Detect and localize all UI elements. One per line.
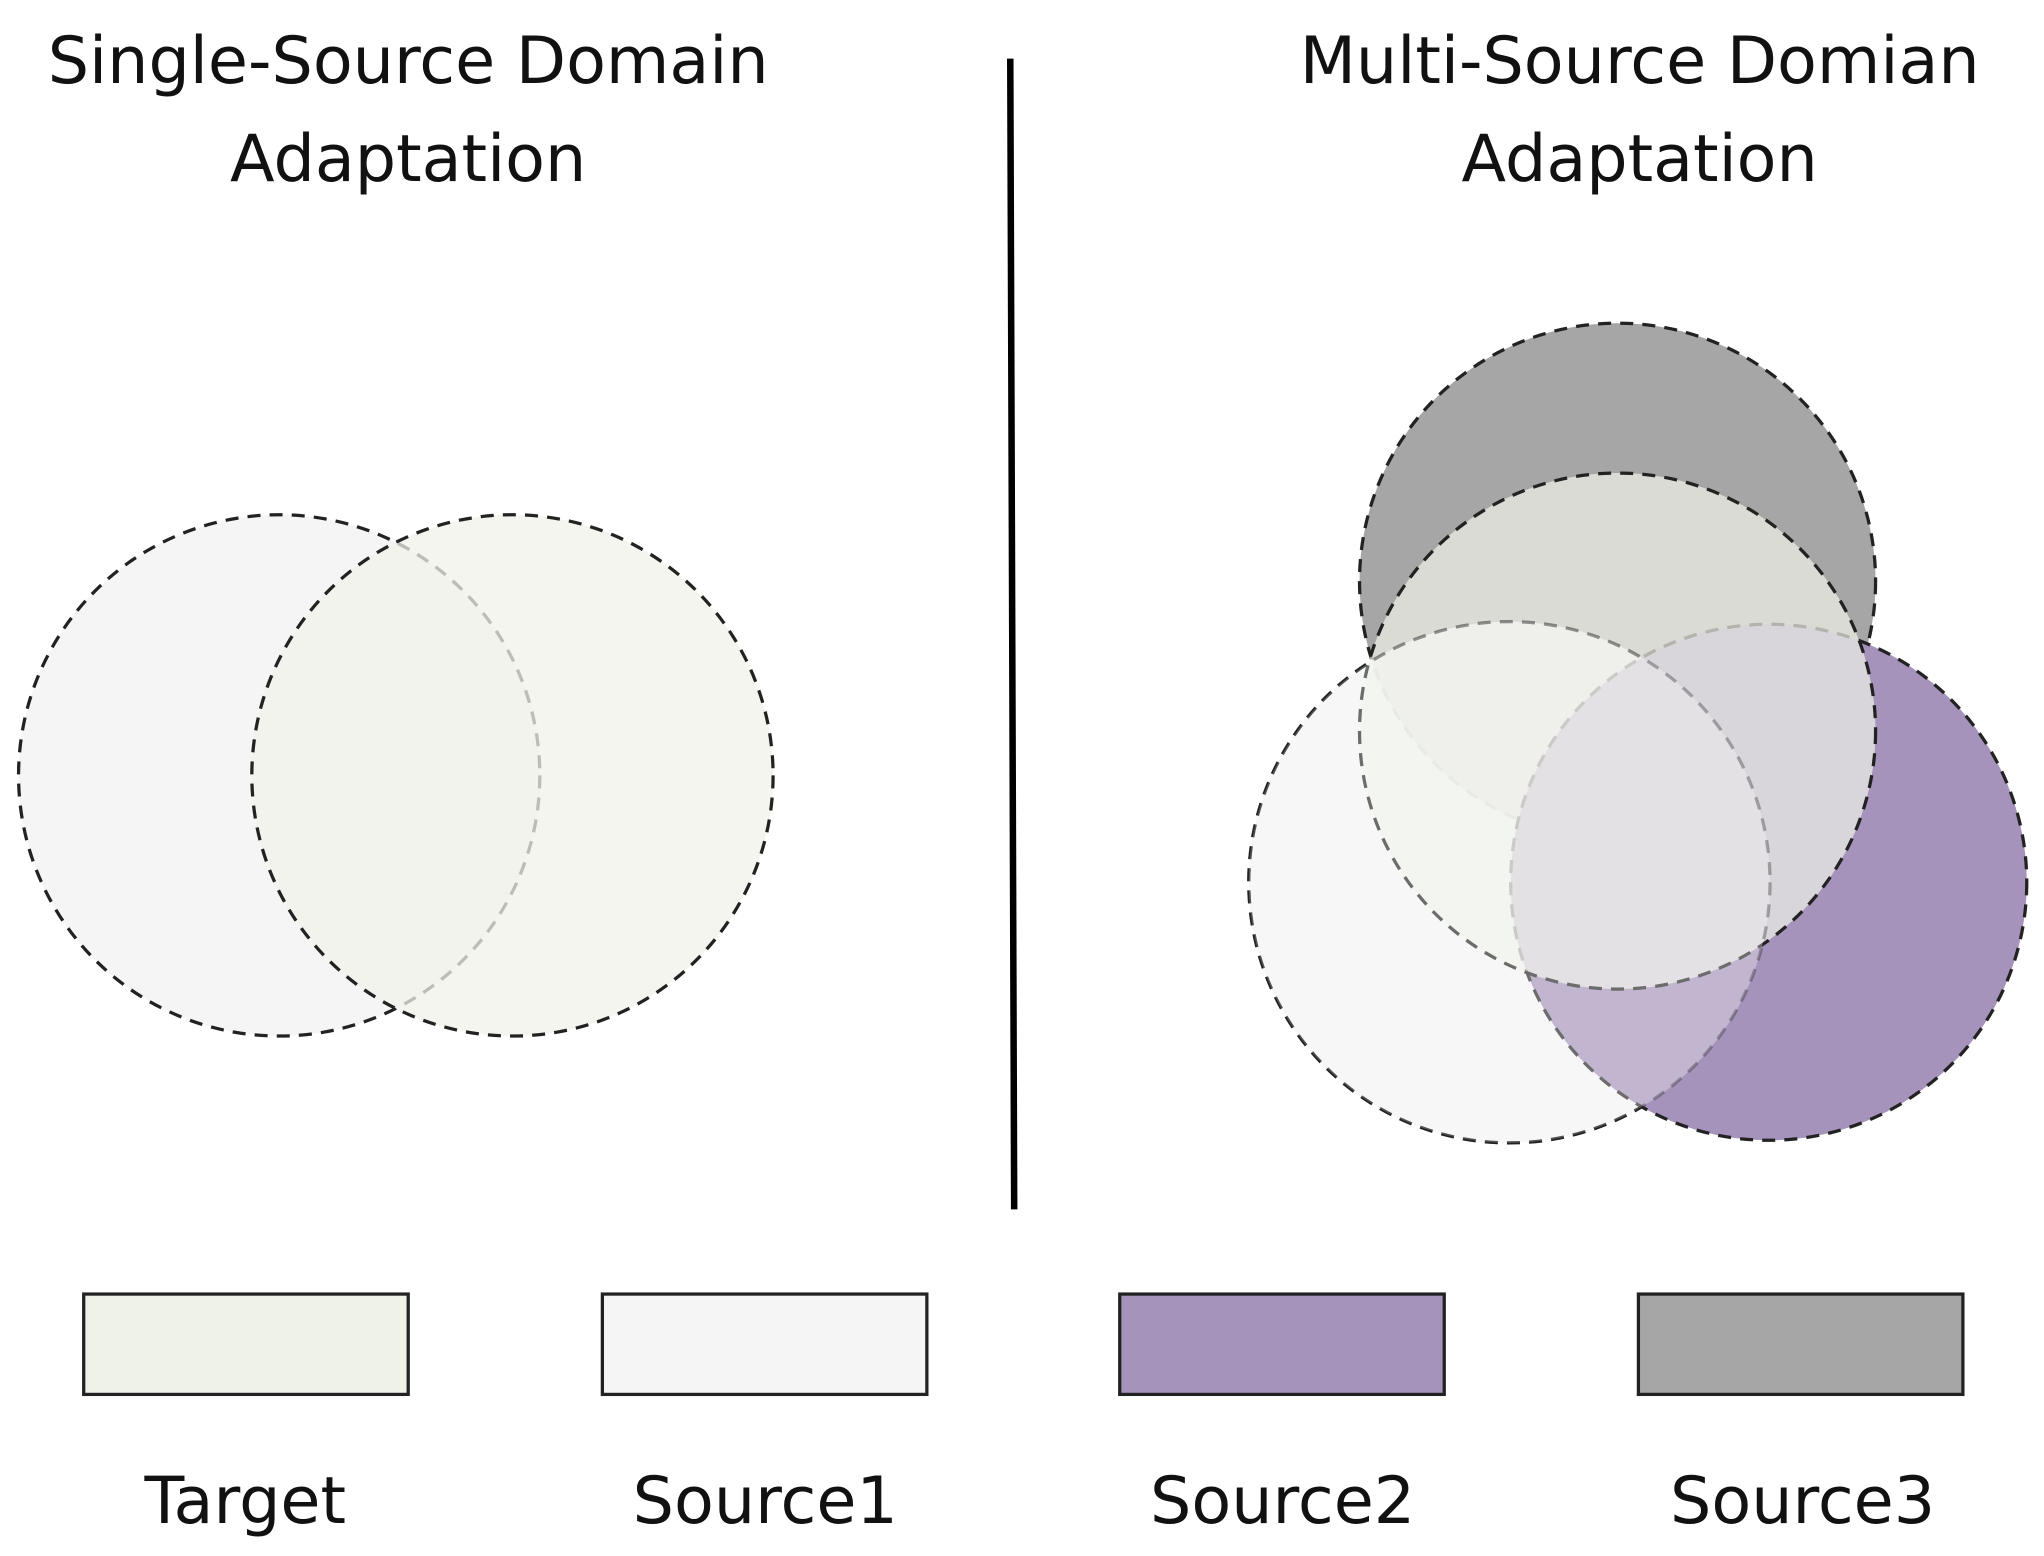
target-circle bbox=[1357, 471, 1878, 991]
left-title-line2: Adaptation bbox=[230, 122, 586, 197]
legend-swatch bbox=[1636, 1292, 1965, 1397]
divider bbox=[1007, 58, 1018, 1210]
right-title-line2: Adaptation bbox=[1462, 122, 1818, 197]
legend-label: Source2 bbox=[1150, 1464, 1415, 1539]
source1-overlay bbox=[1247, 619, 1772, 1145]
right-title-line1: Multi-Source Domian bbox=[1300, 24, 1980, 99]
legend-label: Source1 bbox=[633, 1464, 898, 1539]
target-circle bbox=[250, 513, 775, 1038]
legend-swatch bbox=[1118, 1292, 1446, 1397]
legend-label: Source3 bbox=[1670, 1464, 1935, 1539]
legend-swatch bbox=[600, 1292, 929, 1397]
left-title-line1: Single-Source Domain bbox=[48, 24, 769, 99]
legend-swatch bbox=[82, 1292, 410, 1397]
legend-label: Target bbox=[144, 1464, 347, 1539]
